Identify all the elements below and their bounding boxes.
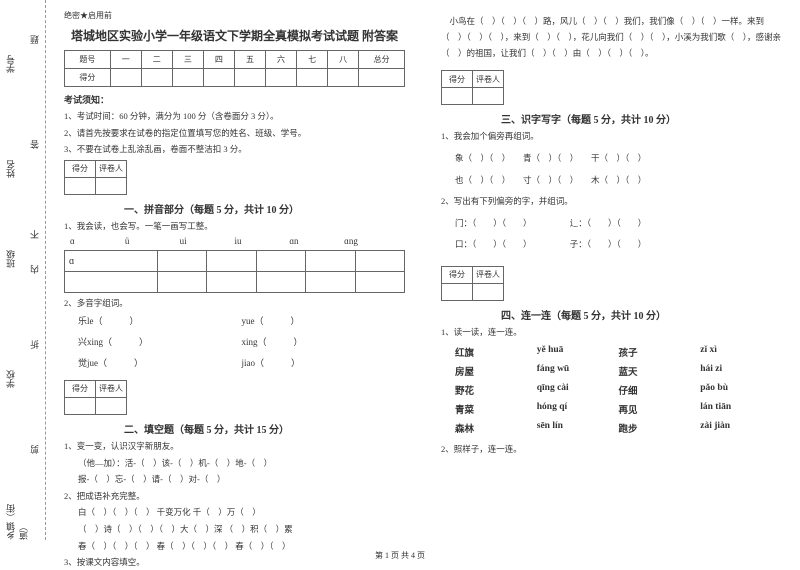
q2-2: 2、把成语补充完整。 <box>64 490 405 504</box>
side-label: 姓名 <box>4 160 17 178</box>
side-in: 内 <box>28 265 41 274</box>
page-footer: 第 1 页 共 4 页 <box>0 550 800 561</box>
section-3-title: 三、识字写字（每题 5 分，共计 10 分） <box>501 111 782 126</box>
side-label: 学校 <box>4 370 17 388</box>
side-label: 班级 <box>4 250 17 268</box>
section-2-title: 二、填空题（每题 5 分，共计 15 分） <box>124 421 405 436</box>
q4-2: 2、照样子，连一连。 <box>441 443 782 457</box>
score-table: 题号一二三四五六七八总分 得分 <box>64 50 405 87</box>
side-label: 学号 <box>4 55 17 73</box>
q1-1: 1、我会读，也会写。一笔一画写工整。 <box>64 220 405 234</box>
notice-line: 3、不要在试卷上乱涂乱画，卷面不整洁扣 3 分。 <box>64 143 405 157</box>
fill-passage: 小鸟在（ ）（ ）（ ）路，风儿（ ）（ ）我们，我们像（ ）（ ）一样。来到（… <box>441 13 782 61</box>
q3-2: 2、写出有下列偏旁的字，并组词。 <box>441 195 782 209</box>
left-column: 绝密★启用前 塔城地区实验小学一年级语文下学期全真模拟考试试题 附答案 题号一二… <box>46 0 423 540</box>
notice-line: 2、请首先按要求在试卷的指定位置填写您的姓名、班级、学号。 <box>64 127 405 141</box>
section-4-title: 四、连一连（每题 5 分，共计 10 分） <box>501 307 782 322</box>
side-line2: 题 <box>28 35 41 44</box>
secret-label: 绝密★启用前 <box>64 10 405 21</box>
notice-line: 1、考试时间：60 分钟，满分为 100 分（含卷面分 3 分）。 <box>64 110 405 124</box>
grader-box: 得分评卷人 <box>441 266 504 301</box>
grader-box: 得分评卷人 <box>64 380 127 415</box>
side-label: 乡镇（街道） <box>4 500 30 540</box>
q1-2: 2、多音字组词。 <box>64 297 405 311</box>
side-cut: 剪 <box>28 445 41 454</box>
side-no: 不 <box>28 230 41 239</box>
exam-title: 塔城地区实验小学一年级语文下学期全真模拟考试试题 附答案 <box>64 27 405 44</box>
q4-1: 1、读一读，连一连。 <box>441 326 782 340</box>
side-line: 折 <box>28 340 41 349</box>
grader-box: 得分评卷人 <box>441 70 504 105</box>
right-column: 小鸟在（ ）（ ）（ ）路，风儿（ ）（ ）我们，我们像（ ）（ ）一样。来到（… <box>423 0 800 540</box>
binding-strip: 乡镇（街道） 剪 学校 折 内 班级 不 姓名 答 学号 题 <box>0 0 46 540</box>
q3-1: 1、我会加个偏旁再组词。 <box>441 130 782 144</box>
section-1-title: 一、拼音部分（每题 5 分，共计 10 分） <box>124 201 405 216</box>
writing-grid[interactable]: ɑ <box>64 250 405 293</box>
notice-head: 考试须知： <box>64 93 405 106</box>
grader-box: 得分评卷人 <box>64 160 127 195</box>
side-ans: 答 <box>28 140 41 149</box>
q2-1: 1、变一变，认识汉字新朋友。 <box>64 440 405 454</box>
